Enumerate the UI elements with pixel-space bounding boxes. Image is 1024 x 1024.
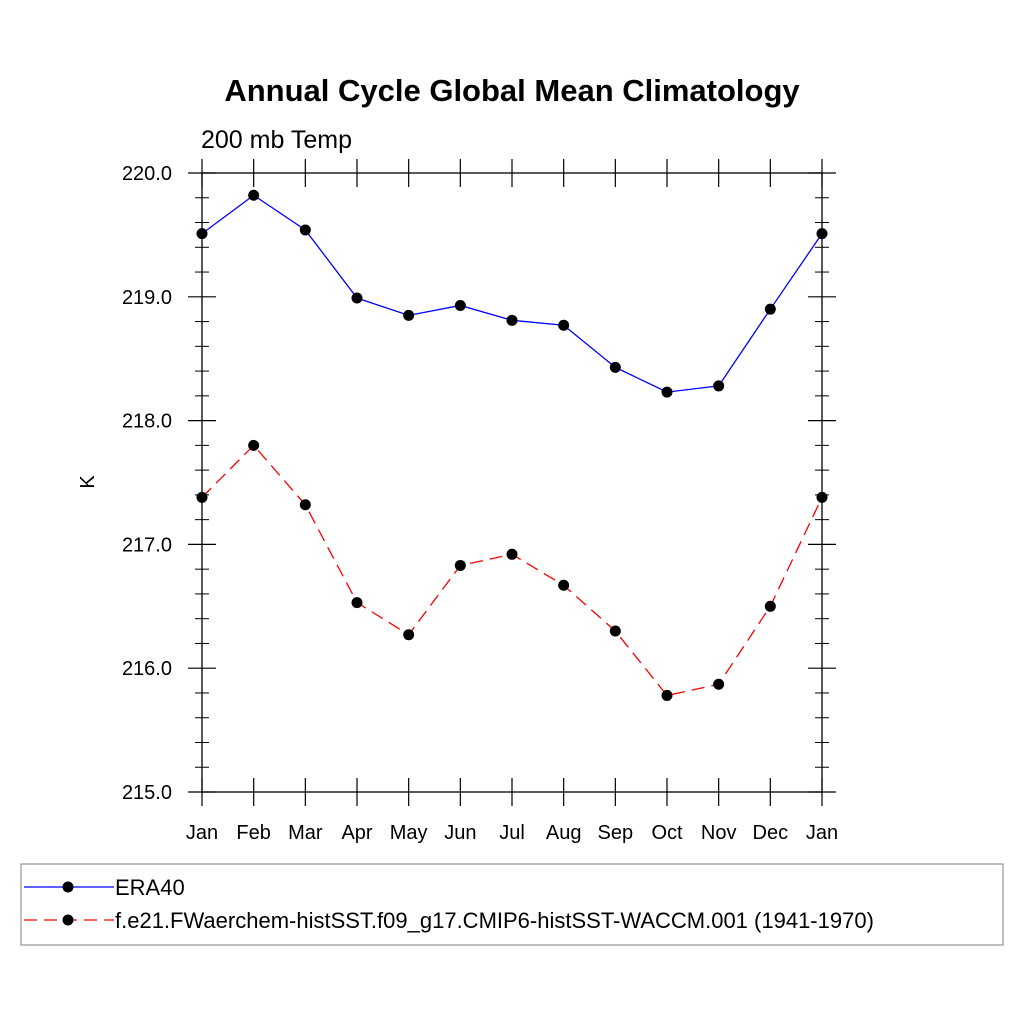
series-1-point	[351, 292, 363, 304]
series-line-2	[201, 444, 823, 697]
series-1-point	[248, 189, 260, 201]
series-1-point	[661, 386, 673, 398]
series-2-point	[609, 625, 621, 637]
series-2-point	[558, 579, 570, 591]
series-1-point	[403, 309, 415, 321]
x-tick-label: Jun	[444, 822, 476, 844]
series-2-point	[351, 597, 363, 609]
x-tick-label: Jul	[499, 822, 525, 844]
chart-subtitle: 200 mb Temp	[201, 126, 352, 154]
series-2-point	[454, 559, 466, 571]
x-tick-label: May	[390, 822, 428, 844]
series-1-point	[609, 361, 621, 373]
x-tick-label: Apr	[341, 822, 372, 844]
y-tick-label: 218.0	[122, 411, 172, 433]
series-2-point	[299, 499, 311, 511]
series-2-point	[506, 548, 518, 560]
x-tick-labels: Jan Feb Mar Apr May Jun Jul Aug Sep Oct Nov Dec Jan	[186, 822, 838, 844]
x-tick-label: Dec	[753, 822, 789, 844]
x-tick-label: Oct	[651, 822, 683, 844]
x-tick-label: Mar	[288, 822, 323, 844]
chart-title: Annual Cycle Global Mean Climatology	[224, 73, 800, 108]
legend: ERA40 f.e21.FWaerchem-histSST.f09_g17.CMI…	[20, 863, 1004, 946]
series-2-point	[661, 689, 673, 701]
series-2-point	[248, 439, 260, 451]
x-tick-label: Aug	[546, 822, 582, 844]
x-tick-label: Nov	[701, 822, 737, 844]
x-tick-label: Jan	[186, 822, 218, 844]
y-axis-label: K	[77, 475, 99, 489]
series-line-1	[201, 194, 823, 393]
series-1-point	[713, 380, 725, 392]
legend-label-1: ERA40	[115, 875, 185, 900]
y-tick-label: 220.0	[122, 163, 172, 185]
minor-ticks	[195, 197, 829, 768]
y-tick-label: 217.0	[122, 534, 172, 556]
series-2-point	[713, 678, 725, 690]
series-2-point	[403, 629, 415, 641]
x-tick-label: Jan	[806, 822, 838, 844]
series-lines	[201, 194, 823, 697]
y-tick-label: 215.0	[122, 782, 172, 804]
legend-marker-2	[62, 914, 74, 926]
y-tick-labels: 215.0 216.0 217.0 218.0 219.0 220.0	[122, 163, 172, 804]
legend-box	[20, 863, 1004, 946]
series-1-point	[506, 314, 518, 326]
legend-marker-1	[62, 881, 74, 893]
series-2-point	[764, 600, 776, 612]
legend-label-2: f.e21.FWaerchem-histSST.f09_g17.CMIP6-hi…	[115, 908, 874, 933]
x-tick-label: Feb	[236, 822, 270, 844]
y-tick-label: 216.0	[122, 658, 172, 680]
series-1-point	[454, 299, 466, 311]
series-markers	[196, 189, 828, 701]
plot-frame	[201, 172, 823, 793]
series-1-point	[299, 224, 311, 236]
series-1-point	[558, 319, 570, 331]
x-tick-label: Sep	[598, 822, 634, 844]
y-tick-label: 219.0	[122, 287, 172, 309]
series-1-point	[764, 303, 776, 315]
